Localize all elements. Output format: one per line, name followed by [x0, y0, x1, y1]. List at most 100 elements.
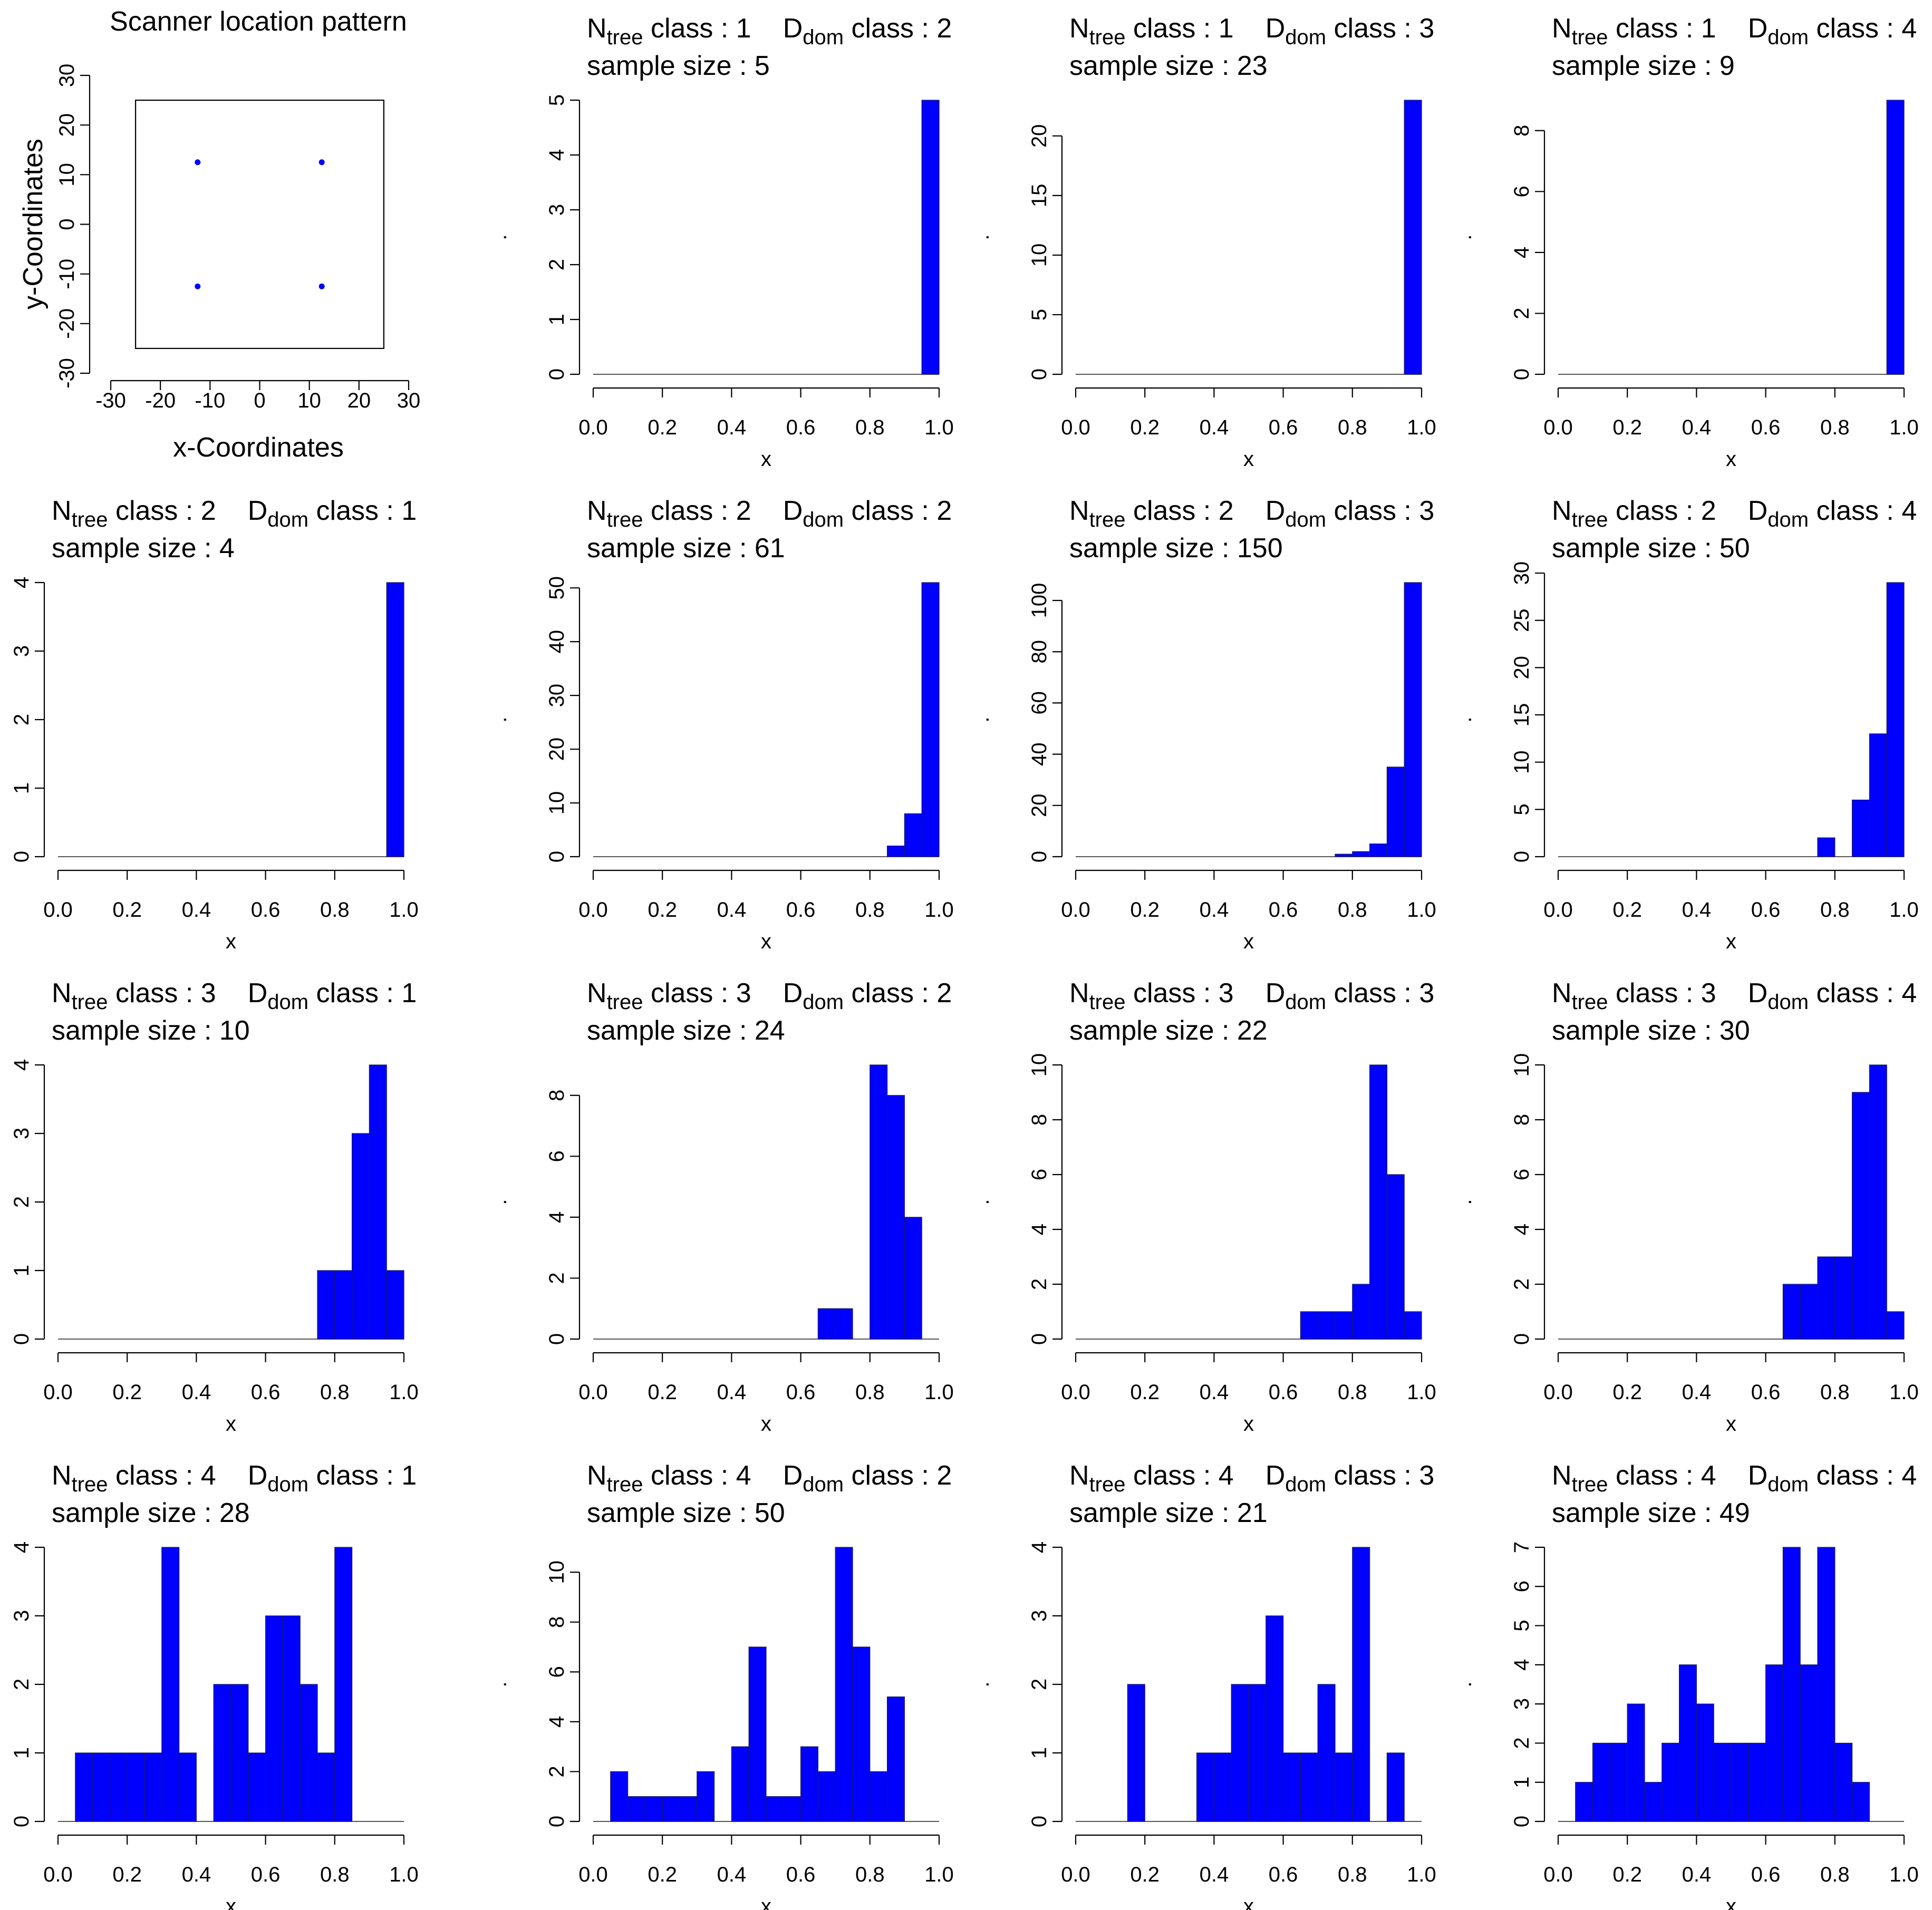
x-tick-label: 1.0 — [924, 1381, 954, 1404]
sample-size-label: sample size : — [1552, 51, 1720, 81]
x-tick-label: 0.6 — [1269, 898, 1298, 922]
x-tick-label: 0.2 — [1130, 1863, 1160, 1886]
x-axis-label: x — [1243, 448, 1254, 471]
x-axis-label: x — [1243, 1412, 1254, 1436]
x-tick-label: 1.0 — [1889, 1863, 1919, 1886]
ntree-prefix: N — [1552, 13, 1572, 44]
panel-title: Ntree class : 2 Ddom class : 2 — [587, 496, 952, 531]
y-tick-label: 20 — [1028, 124, 1051, 148]
x-tick-label: 0.2 — [1612, 1381, 1642, 1404]
ddom-prefix: D — [1266, 1460, 1286, 1491]
ntree-prefix: N — [587, 978, 607, 1009]
histogram-bars — [1335, 582, 1422, 857]
panel-title: Ntree class : 2 Ddom class : 4 — [1552, 496, 1917, 531]
sample-size-label: sample size : — [52, 1015, 219, 1046]
panel-subtitle: sample size : 150 — [1069, 533, 1283, 564]
panel-2-1: Ntree class : 2 Ddom class : 1 sample size… — [10, 496, 419, 953]
x-tick-label: 1.0 — [389, 898, 419, 922]
x-axis-label: x — [761, 1895, 771, 1910]
panel-4-2: Ntree class : 4 Ddom class : 2 sample size… — [488, 1460, 954, 1910]
panel-subtitle: sample size : 4 — [52, 533, 235, 564]
ntree-prefix: N — [1069, 978, 1089, 1009]
ddom-subscript: dom — [1767, 26, 1809, 49]
sample-size-value: 9 — [1720, 51, 1735, 81]
y-axis: 0 2 4 6 8 — [545, 1090, 581, 1345]
y-tick-label: 0 — [10, 1333, 33, 1345]
y-tick-label: 2 — [1028, 1278, 1051, 1290]
y-tick-label: 10 — [55, 163, 79, 187]
y-tick-label: 8 — [545, 1090, 568, 1101]
y-tick-label: 15 — [1510, 703, 1533, 727]
y-axis-label: . — [1453, 1199, 1476, 1205]
class-text: class : — [1809, 1460, 1901, 1491]
ddom-class-value: 2 — [936, 978, 952, 1009]
y-tick-label: 2 — [1510, 1278, 1533, 1290]
class-text: class : — [1126, 496, 1219, 526]
x-axis: 0.0 0.2 0.4 0.6 0.8 1.0 — [1061, 869, 1436, 922]
x-axis: 0.0 0.2 0.4 0.6 0.8 1.0 — [578, 869, 954, 922]
ddom-prefix: D — [248, 496, 268, 526]
panel-title: Ntree class : 1 Ddom class : 3 — [1069, 13, 1434, 49]
x-tick-label: 0.4 — [1682, 416, 1712, 439]
x-axis: 0.0 0.2 0.4 0.6 0.8 1.0 — [1543, 387, 1919, 439]
y-axis-label: . — [1453, 716, 1476, 722]
ntree-class-value: 1 — [736, 13, 751, 44]
histogram-bar — [1765, 1664, 1784, 1822]
y-tick-label: 15 — [1028, 184, 1051, 208]
scanner-point — [318, 283, 325, 289]
sample-size-value: 50 — [755, 1498, 785, 1528]
y-tick-label: 6 — [1510, 1169, 1533, 1180]
y-tick-label: 20 — [55, 113, 79, 137]
x-tick-label: 0.2 — [648, 898, 677, 922]
panel-subtitle: sample size : 24 — [587, 1015, 785, 1046]
histogram-bar — [1369, 1064, 1388, 1340]
y-axis: 0 10 20 30 40 50 — [545, 576, 581, 862]
y-tick-label: -10 — [55, 259, 79, 289]
x-tick-label: 0.2 — [1612, 898, 1642, 922]
histogram-bar — [1317, 1311, 1336, 1340]
y-tick-label: 4 — [545, 1716, 568, 1728]
x-tick-label: 10 — [297, 389, 321, 412]
panel-title: Ntree class : 3 Ddom class : 3 — [1069, 978, 1434, 1014]
x-tick-label: 0.0 — [578, 416, 608, 439]
y-tick-label: 0 — [1028, 369, 1051, 380]
class-text: class : — [1326, 13, 1419, 44]
ntree-subscript: tree — [1089, 26, 1126, 49]
ddom-subscript: dom — [803, 26, 844, 49]
ntree-class-value: 1 — [1701, 13, 1716, 44]
x-tick-label: 0.6 — [1751, 1381, 1781, 1404]
sample-size-label: sample size : — [587, 1015, 755, 1046]
panel-1-4: Ntree class : 1 Ddom class : 4 sample size… — [1453, 13, 1919, 471]
x-tick-label: 0.0 — [1061, 416, 1090, 439]
x-tick-label: 0.8 — [855, 416, 885, 439]
x-axis-label: x — [761, 1412, 771, 1436]
ntree-prefix: N — [587, 1460, 607, 1491]
histogram-bar — [1404, 1311, 1422, 1340]
x-tick-label: 0.0 — [1061, 1381, 1090, 1404]
panel-title: Ntree class : 4 Ddom class : 1 — [52, 1460, 417, 1496]
y-axis-label: . — [488, 1199, 511, 1205]
x-axis: 0.0 0.2 0.4 0.6 0.8 1.0 — [1543, 869, 1919, 922]
histogram-bar — [1886, 1311, 1905, 1340]
histogram-bar — [1369, 843, 1388, 857]
panel-title: Ntree class : 1 Ddom class : 2 — [587, 13, 952, 49]
y-tick-label: 4 — [1510, 247, 1533, 258]
panel-title: Ntree class : 4 Ddom class : 3 — [1069, 1460, 1434, 1496]
class-text: class : — [108, 496, 201, 526]
panels: Scanner location pattern-30-20-100102030… — [10, 6, 1919, 1910]
histogram-bar — [886, 1696, 905, 1822]
y-tick-label: 3 — [545, 204, 568, 216]
x-axis: 0.0 0.2 0.4 0.6 0.8 1.0 — [1061, 387, 1436, 439]
histogram-bar — [1335, 854, 1353, 857]
histogram-bars — [1300, 1064, 1422, 1340]
histogram-bar — [870, 1771, 888, 1822]
x-tick-label: 0.2 — [112, 898, 142, 922]
y-tick-label: 0 — [10, 1816, 33, 1827]
ddom-subscript: dom — [1285, 508, 1326, 531]
x-tick-label: 0.2 — [1130, 416, 1160, 439]
x-tick-label: 0.6 — [251, 898, 281, 922]
histogram-bar — [662, 1796, 680, 1822]
x-tick-label: 0.4 — [717, 1863, 747, 1886]
ddom-subscript: dom — [803, 508, 844, 531]
ntree-class-value: 4 — [201, 1460, 216, 1491]
